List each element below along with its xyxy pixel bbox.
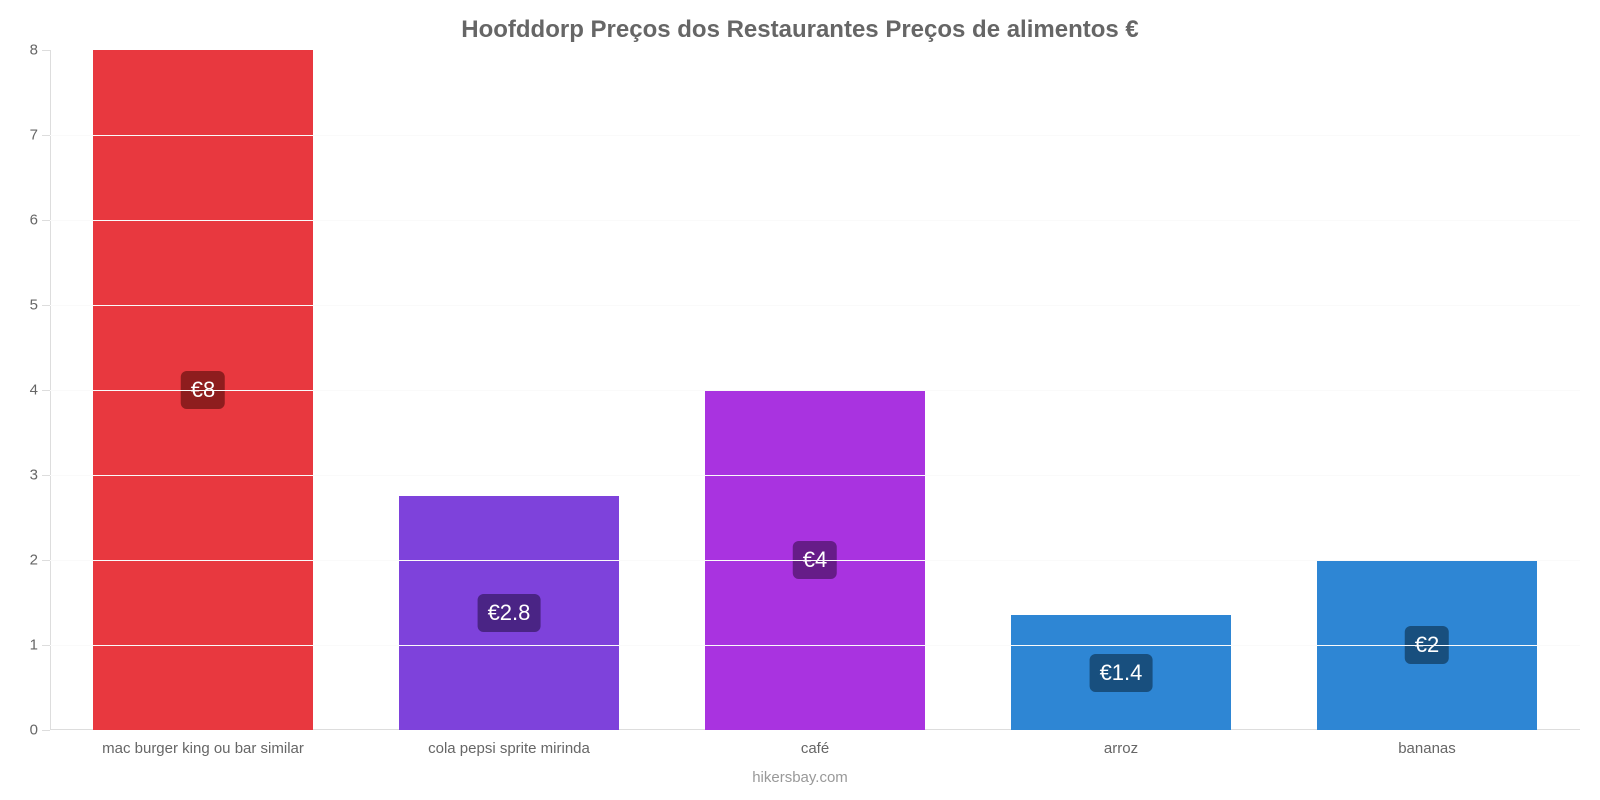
chart-title: Hoofddorp Preços dos Restaurantes Preços… [0, 0, 1600, 44]
grid-line [50, 390, 1580, 391]
x-axis-label: café [801, 730, 829, 757]
bar-value-label: €2.8 [478, 594, 541, 632]
y-axis-label: 3 [30, 467, 50, 484]
bar: €1.4 [1011, 615, 1231, 730]
grid-line [50, 220, 1580, 221]
y-axis-label: 4 [30, 382, 50, 399]
grid-line [50, 645, 1580, 646]
x-axis-label: mac burger king ou bar similar [102, 730, 304, 757]
grid-line [50, 475, 1580, 476]
x-axis-label: cola pepsi sprite mirinda [428, 730, 590, 757]
y-axis-label: 6 [30, 212, 50, 229]
chart-footer: hikersbay.com [0, 769, 1600, 786]
y-axis-label: 5 [30, 297, 50, 314]
bar-value-label: €1.4 [1090, 654, 1153, 692]
x-axis-label: arroz [1104, 730, 1138, 757]
y-axis-label: 8 [30, 42, 50, 59]
bar: €2.8 [399, 496, 619, 730]
grid-line [50, 560, 1580, 561]
grid-line [50, 305, 1580, 306]
y-axis-label: 7 [30, 127, 50, 144]
grid-line [50, 135, 1580, 136]
y-axis-label: 2 [30, 552, 50, 569]
plot-area: €8€2.8€4€1.4€2 012345678mac burger king … [50, 50, 1580, 730]
y-axis-label: 0 [30, 722, 50, 739]
x-axis-label: bananas [1398, 730, 1456, 757]
y-axis-label: 1 [30, 637, 50, 654]
chart-container: Hoofddorp Preços dos Restaurantes Preços… [0, 0, 1600, 800]
